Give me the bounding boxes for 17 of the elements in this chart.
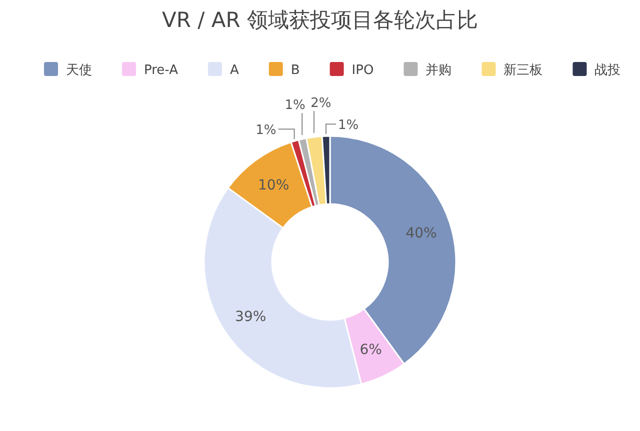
data-label: 2% [310, 96, 332, 112]
data-label: 1% [284, 98, 306, 114]
legend-label: IPO [352, 63, 374, 78]
legend-label: Pre-A [144, 63, 178, 78]
chart-title: VR / AR 领域获投项目各轮次占比 [162, 8, 478, 32]
data-label: 40% [406, 225, 437, 242]
legend-label: A [230, 63, 239, 78]
data-label: 6% [360, 342, 382, 358]
legend-label: 并购 [426, 63, 452, 78]
legend-label: 新三板 [504, 63, 543, 78]
data-label: 39% [235, 308, 266, 325]
legend-label: 战投 [594, 63, 621, 78]
legend-label: B [290, 63, 300, 78]
data-label: 10% [258, 177, 290, 194]
data-label: 1% [338, 118, 359, 134]
legend-label: 天使 [66, 63, 92, 78]
data-label: 1% [256, 123, 276, 138]
